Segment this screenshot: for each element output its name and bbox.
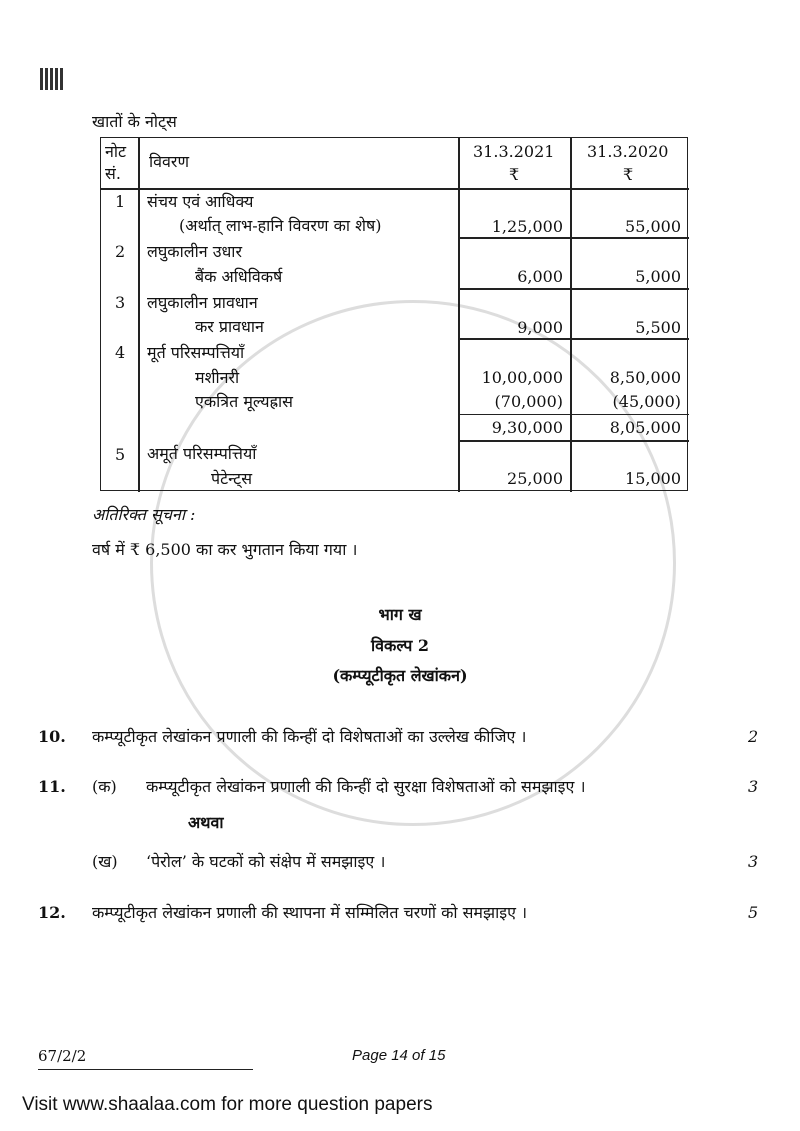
value-2020: 15,000 [625, 469, 681, 488]
total-2020: 8,05,000 [609, 418, 681, 437]
value-2021: 25,000 [507, 469, 563, 488]
header-2021: 31.3.2021 [473, 142, 555, 161]
row-item: (अर्थात् लाभ-हानि विवरण का शेष) [179, 216, 382, 235]
value-2021: 10,00,000 [481, 368, 563, 387]
notes-heading: खातों के नोट्स [92, 112, 177, 131]
notes-table: नोट सं. विवरण 31.3.2021 ₹ 31.3.2020 ₹ 1 … [100, 137, 689, 492]
question-marks: 3 [748, 852, 759, 871]
value-2020: 8,50,000 [609, 368, 681, 387]
section-part: भाग ख [378, 605, 422, 624]
row-title: अमूर्त परिसम्पत्तियाँ [147, 444, 257, 463]
value-2020: 5,000 [635, 267, 681, 286]
question-text: कम्प्यूटीकृत लेखांकन प्रणाली की स्थापना … [92, 903, 528, 922]
rupee-symbol: ₹ [509, 165, 520, 184]
row-item: कर प्रावधान [195, 317, 264, 336]
note-no: 3 [115, 293, 126, 312]
footer-rule [38, 1069, 253, 1070]
question-marks: 5 [748, 903, 759, 922]
question-number: 10. [38, 727, 66, 746]
additional-info-text: वर्ष में ₹ 6,500 का कर भुगतान किया गया । [92, 540, 358, 559]
row-item: पेटेन्ट्स [211, 469, 253, 488]
row-title: लघुकालीन उधार [147, 242, 242, 261]
row-item: बैंक अधिविकर्ष [195, 267, 283, 286]
subquestion-label: (ख) [92, 852, 118, 871]
value-2021: (70,000) [494, 392, 563, 411]
question-number: 12. [38, 903, 66, 922]
header-description: विवरण [149, 152, 190, 171]
paper-code: 67/2/2 [38, 1047, 87, 1065]
row-item: मशीनरी [195, 368, 240, 387]
watermark-circle [150, 300, 676, 826]
question-marks: 2 [748, 727, 759, 746]
rupee-symbol: ₹ [623, 165, 634, 184]
question-text: ‘पेरोल’ के घटकों को संक्षेप में समझाइए । [146, 852, 386, 871]
row-title: संचय एवं आधिक्य [147, 192, 254, 211]
row-item: एकत्रित मूल्यह्रास [195, 392, 293, 411]
note-no: 2 [115, 242, 126, 261]
note-no: 4 [115, 343, 126, 362]
total-2021: 9,30,000 [491, 418, 563, 437]
question-text: कम्प्यूटीकृत लेखांकन प्रणाली की किन्हीं … [146, 777, 586, 796]
header-note-no: नोट सं. [105, 142, 127, 183]
page-number: Page 14 of 15 [352, 1047, 446, 1064]
value-2021: 1,25,000 [491, 217, 563, 236]
additional-info-label: अतिरिक्त सूचना : [92, 505, 196, 524]
footer-banner-link[interactable]: Visit www.shaalaa.com for more question … [22, 1094, 433, 1115]
subquestion-label: (क) [92, 777, 117, 796]
value-2021: 9,000 [517, 318, 563, 337]
value-2020: (45,000) [612, 392, 681, 411]
value-2020: 5,500 [635, 318, 681, 337]
note-no: 5 [115, 445, 126, 464]
row-title: लघुकालीन प्रावधान [147, 293, 258, 312]
qr-code-icon [40, 68, 64, 90]
row-title: मूर्त परिसम्पत्तियाँ [147, 343, 245, 362]
note-no: 1 [115, 192, 126, 211]
value-2020: 55,000 [625, 217, 681, 236]
section-title: (कम्प्यूटीकृत लेखांकन) [332, 666, 468, 685]
section-option: विकल्प 2 [371, 636, 429, 655]
or-label: अथवा [188, 813, 224, 832]
question-number: 11. [38, 777, 66, 796]
question-marks: 3 [748, 777, 759, 796]
value-2021: 6,000 [517, 267, 563, 286]
header-2020: 31.3.2020 [587, 142, 669, 161]
question-text: कम्प्यूटीकृत लेखांकन प्रणाली की किन्हीं … [92, 727, 527, 746]
